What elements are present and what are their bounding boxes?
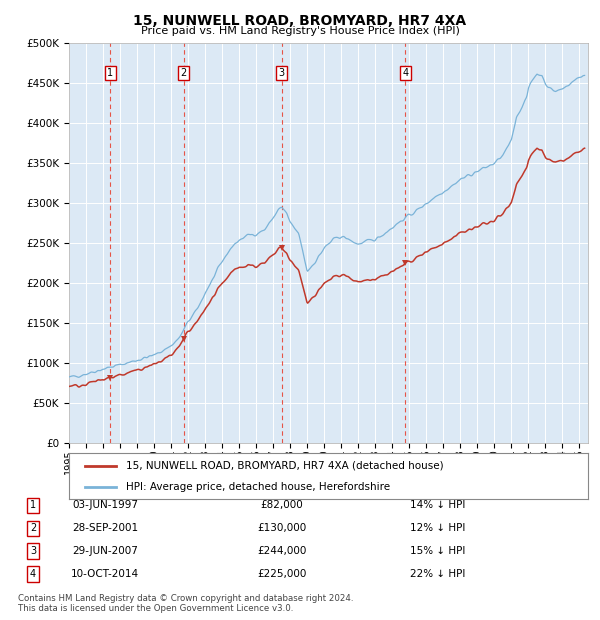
Text: 3: 3	[30, 546, 36, 556]
Text: 15, NUNWELL ROAD, BROMYARD, HR7 4XA: 15, NUNWELL ROAD, BROMYARD, HR7 4XA	[133, 14, 467, 28]
Text: £244,000: £244,000	[257, 546, 307, 556]
Text: 03-JUN-1997: 03-JUN-1997	[72, 500, 138, 510]
Text: 29-JUN-2007: 29-JUN-2007	[72, 546, 138, 556]
Text: Contains HM Land Registry data © Crown copyright and database right 2024.
This d: Contains HM Land Registry data © Crown c…	[18, 594, 353, 613]
Text: £130,000: £130,000	[257, 523, 307, 533]
Text: 14% ↓ HPI: 14% ↓ HPI	[410, 500, 466, 510]
Text: £82,000: £82,000	[260, 500, 304, 510]
Text: 2: 2	[181, 68, 187, 78]
Text: 3: 3	[278, 68, 284, 78]
Text: Price paid vs. HM Land Registry's House Price Index (HPI): Price paid vs. HM Land Registry's House …	[140, 26, 460, 36]
Text: 2: 2	[30, 523, 36, 533]
Text: 12% ↓ HPI: 12% ↓ HPI	[410, 523, 466, 533]
Text: 22% ↓ HPI: 22% ↓ HPI	[410, 569, 466, 579]
Text: 4: 4	[403, 68, 409, 78]
Text: 10-OCT-2014: 10-OCT-2014	[71, 569, 139, 579]
Text: 15, NUNWELL ROAD, BROMYARD, HR7 4XA (detached house): 15, NUNWELL ROAD, BROMYARD, HR7 4XA (det…	[126, 461, 444, 471]
Text: 1: 1	[107, 68, 113, 78]
Text: £225,000: £225,000	[257, 569, 307, 579]
Text: 15% ↓ HPI: 15% ↓ HPI	[410, 546, 466, 556]
Text: 4: 4	[30, 569, 36, 579]
Text: 1: 1	[30, 500, 36, 510]
Text: HPI: Average price, detached house, Herefordshire: HPI: Average price, detached house, Here…	[126, 482, 390, 492]
Text: 28-SEP-2001: 28-SEP-2001	[72, 523, 138, 533]
